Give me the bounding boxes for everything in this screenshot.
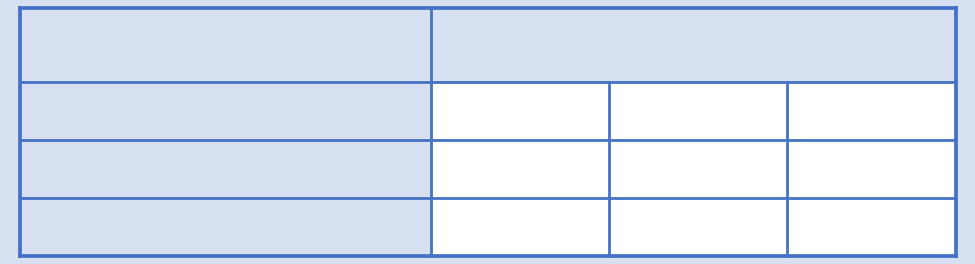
Text: $\bf{Equilibrium\ concentration\ (}$$\it{M}$$\bf{)}$: $\bf{Equilibrium\ concentration\ (}$$\it…	[92, 218, 360, 237]
Text: 1.00: 1.00	[500, 102, 540, 120]
Text: $+x$: $+x$	[684, 160, 712, 178]
Text: $\bf{Change\ (}$$\it{M}$$\bf{)}$: $\bf{Change\ (}$$\it{M}$$\bf{)}$	[175, 160, 276, 179]
Text: $+x$: $+x$	[857, 160, 885, 178]
Text: $\mathbf{PCl_5}$: $\mathbf{PCl_5}$	[483, 34, 526, 56]
Text: $-x$: $-x$	[506, 160, 534, 178]
Text: $\mathbf{PCl_3}$: $\mathbf{PCl_3}$	[708, 34, 752, 56]
Text: $x$: $x$	[865, 218, 878, 236]
Text: $\mathbf{Cl_2}$: $\mathbf{Cl_2}$	[878, 34, 908, 56]
Text: $1.00-x$: $1.00-x$	[483, 218, 558, 236]
Text: $\mathbf{+}$: $\mathbf{+}$	[805, 36, 822, 55]
Text: 0: 0	[692, 102, 704, 120]
Text: $\bf{Initial\ concentration\ (}$$\it{M}$$\bf{)}$: $\bf{Initial\ concentration\ (}$$\it{M}$…	[117, 102, 334, 120]
Text: $x$: $x$	[691, 218, 705, 236]
Text: 0: 0	[866, 102, 877, 120]
